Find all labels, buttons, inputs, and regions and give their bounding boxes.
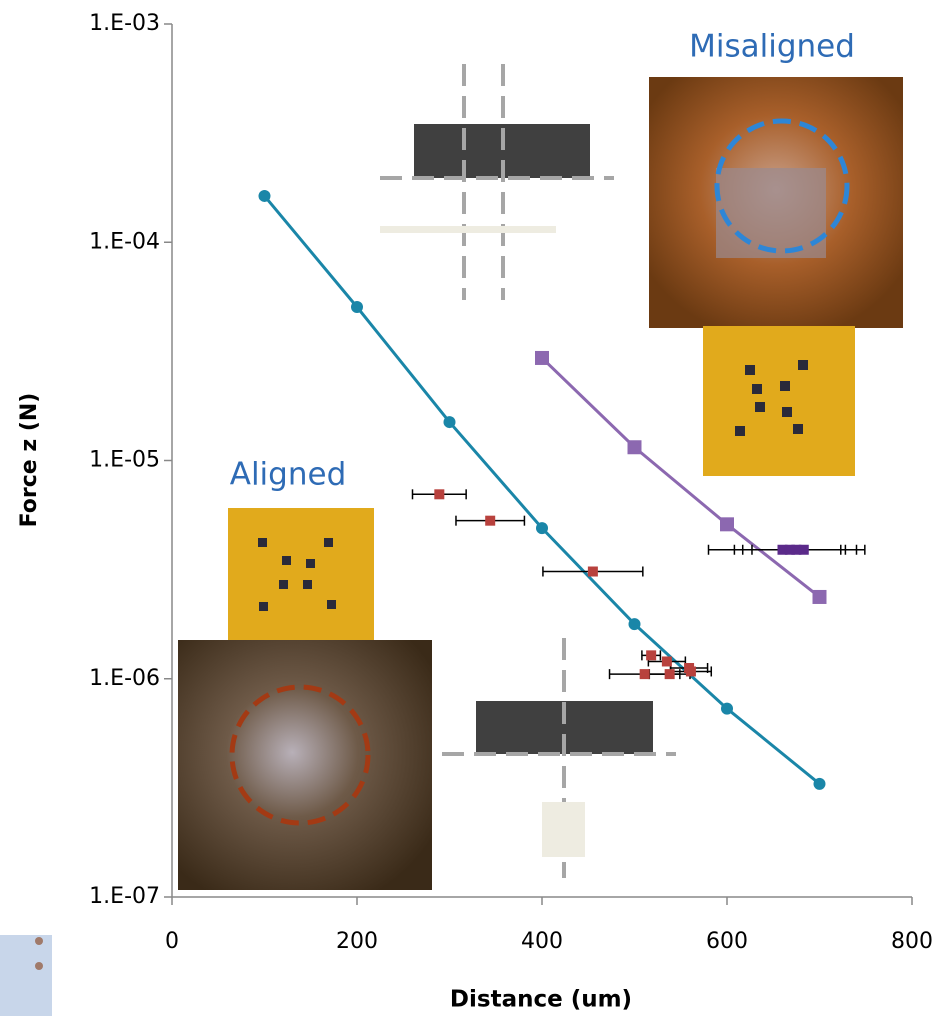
x-axis-label: Distance (um)	[450, 987, 632, 1013]
x-tick-label: 400	[521, 929, 563, 954]
point	[444, 416, 456, 428]
point	[721, 703, 733, 715]
point	[434, 489, 444, 499]
point	[799, 545, 809, 555]
y-axis-label: Force z (N)	[17, 393, 42, 528]
point	[536, 522, 548, 534]
y-tick-label: 1.E-04	[89, 229, 160, 254]
point	[628, 440, 642, 454]
y-tick-label: 1.E-03	[89, 11, 160, 36]
point	[485, 516, 495, 526]
annotation: Misaligned	[689, 29, 855, 65]
misaligned-photo	[649, 77, 903, 476]
schematic-top	[380, 64, 614, 300]
point	[535, 351, 549, 365]
point	[259, 190, 271, 202]
x-tick-label: 800	[891, 929, 933, 954]
point	[646, 650, 656, 660]
annotation: Aligned	[230, 457, 347, 493]
point	[814, 778, 826, 790]
chart: 1.E-07 1.E-06 1.E-05 1.E-04 1.E-03 0 200 400 600…	[0, 0, 952, 1016]
y-tick-label: 1.E-06	[89, 666, 160, 691]
y-tick-label: 1.E-07	[89, 884, 160, 909]
x-tick-label: 0	[165, 929, 179, 954]
point	[351, 301, 363, 313]
x-tick-label: 200	[336, 929, 378, 954]
y-tick-label: 1.E-05	[89, 448, 160, 473]
aligned-photo	[178, 508, 432, 890]
point	[662, 656, 672, 666]
point	[720, 517, 734, 531]
point	[629, 618, 641, 630]
point	[665, 669, 675, 679]
point	[813, 590, 827, 604]
point	[640, 669, 650, 679]
corner-fragment	[0, 935, 52, 1016]
x-tick-label: 600	[706, 929, 748, 954]
point	[588, 567, 598, 577]
point	[686, 666, 696, 676]
